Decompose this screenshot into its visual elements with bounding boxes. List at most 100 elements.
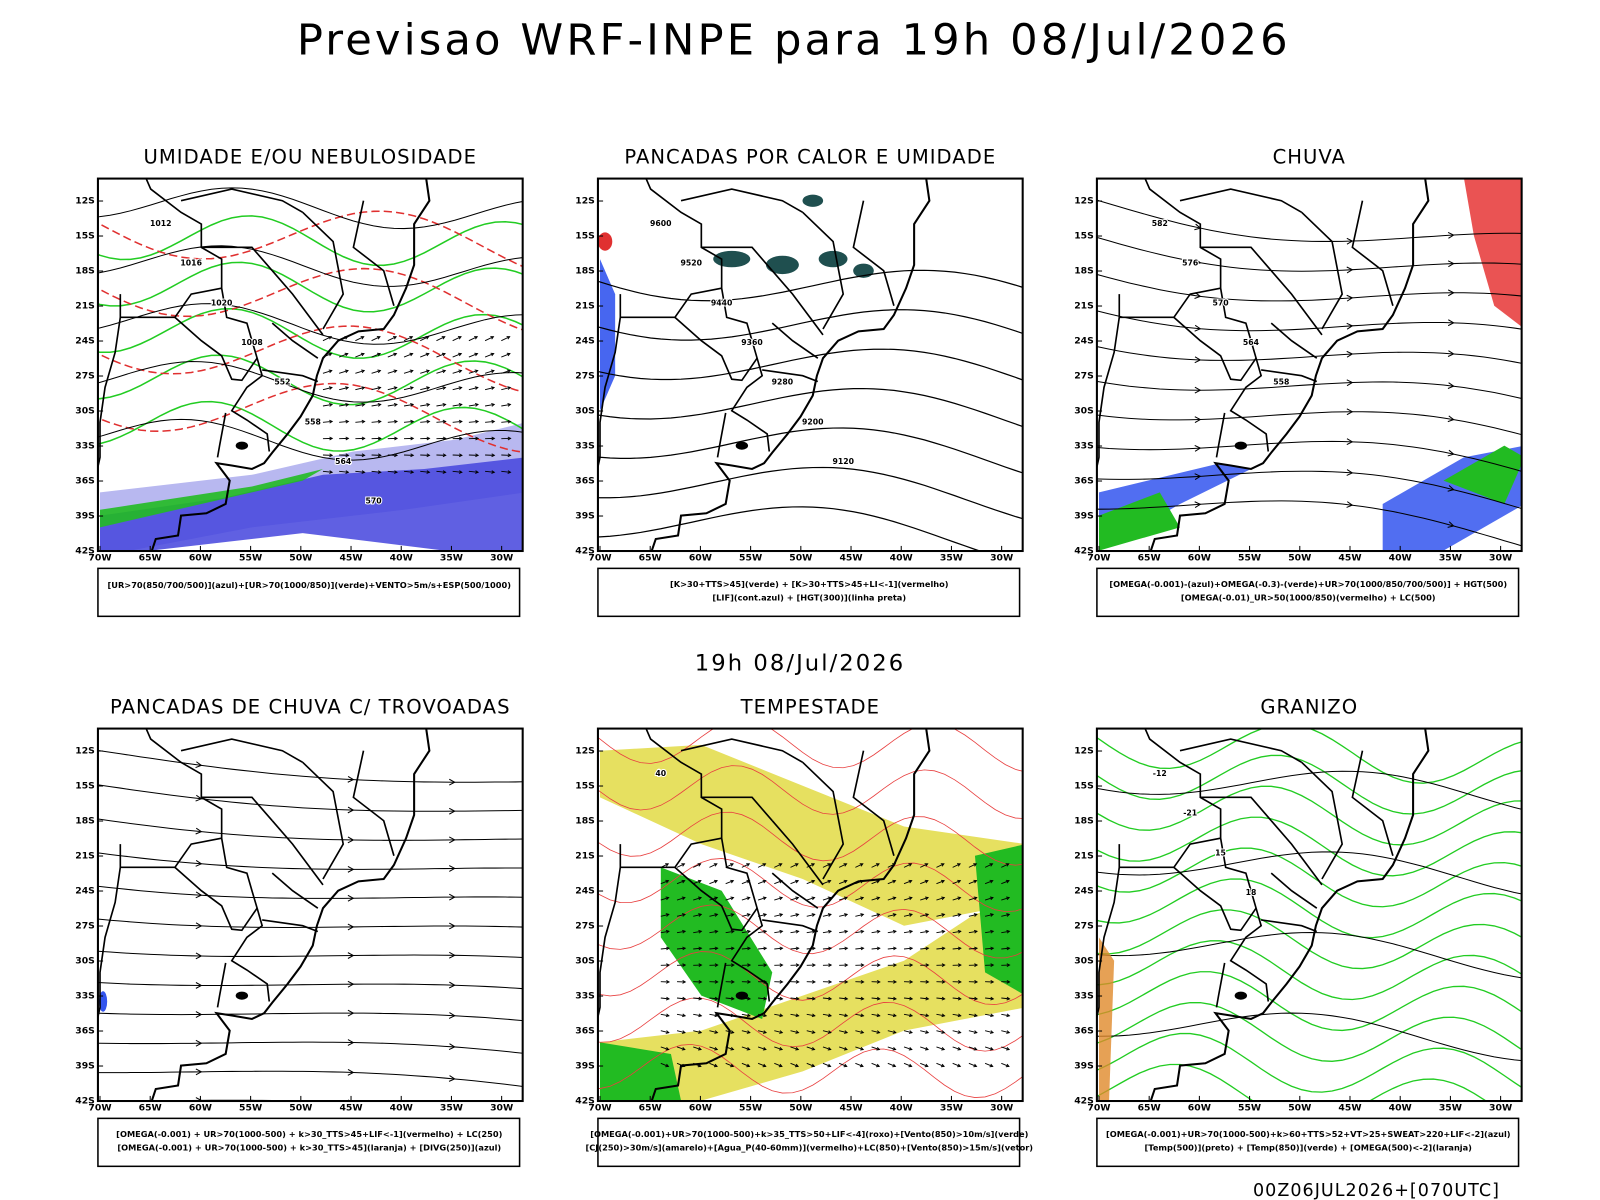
wind-vector	[952, 897, 961, 901]
wind-vector	[339, 470, 349, 473]
wind-vector	[339, 403, 349, 407]
wind-vector	[968, 1013, 978, 1017]
streamline	[97, 784, 523, 812]
wind-head	[876, 996, 881, 1001]
arrowhead	[1447, 449, 1455, 457]
contour-label: 1020	[211, 298, 233, 307]
legend-box	[97, 1117, 521, 1168]
map-panel: -12 -21 15 18 12S 15S 18S 21S 24S 27S 30S 33S 36S 39S…	[1074, 696, 1523, 1168]
wind-vector	[855, 997, 864, 1000]
map-content: 1012 1016 1020 1008 552 558 564 570	[97, 178, 523, 552]
wind-head	[713, 863, 718, 867]
border	[145, 178, 271, 452]
wind-vector	[806, 930, 815, 934]
border	[262, 369, 319, 383]
wind-vector	[887, 930, 897, 934]
wind-vector	[985, 947, 994, 950]
arrowhead	[1194, 258, 1202, 266]
arrowhead	[1346, 438, 1354, 446]
wind-head	[892, 1063, 897, 1068]
lat-tick-label: 36S	[75, 1026, 95, 1037]
wind-head	[393, 470, 398, 474]
wind-head	[442, 403, 447, 407]
wind-vector	[839, 913, 848, 917]
wind-head	[746, 1063, 751, 1068]
wind-head	[698, 1013, 703, 1018]
wind-head	[730, 963, 735, 968]
wind-vector	[660, 880, 669, 885]
border	[180, 738, 304, 764]
wind-vector	[741, 863, 750, 868]
streamline	[97, 885, 523, 899]
wind-vector	[436, 420, 446, 423]
border	[762, 369, 819, 383]
lon-tick-label: 55W	[739, 1103, 762, 1114]
lat-tick-label: 18S	[575, 816, 595, 827]
lon-tick-label: 55W	[239, 1103, 262, 1114]
wind-vector	[693, 897, 702, 901]
wind-vector	[709, 997, 718, 1000]
wind-vector	[871, 863, 880, 868]
wind-vector	[774, 913, 783, 917]
lat-tick-label: 36S	[75, 476, 95, 487]
wind-head	[714, 896, 719, 901]
wind-vector	[968, 1046, 977, 1050]
border	[1179, 188, 1303, 214]
map-content: 582 576 570 564 558	[1096, 178, 1522, 552]
wind-head	[924, 1063, 929, 1068]
wind-head	[844, 996, 849, 1001]
arrowhead	[1194, 324, 1202, 332]
wind-vector	[741, 1013, 751, 1017]
wind-vector	[371, 387, 381, 391]
wind-head	[795, 879, 800, 884]
wind-head	[697, 896, 703, 901]
lat-tick-label: 18S	[75, 816, 95, 827]
wind-head	[442, 419, 447, 424]
wind-head	[844, 980, 849, 984]
border	[201, 246, 273, 272]
shaded-area	[1098, 463, 1252, 551]
wind-vector	[790, 863, 799, 868]
wind-vector	[468, 470, 479, 473]
wind-vector	[436, 370, 446, 374]
wind-vector	[501, 470, 511, 473]
wind-head	[682, 929, 687, 934]
lon-tick-label: 40W	[1389, 1103, 1412, 1114]
border	[597, 294, 622, 471]
wind-head	[779, 946, 784, 951]
wind-head	[475, 470, 480, 474]
wind-vector	[887, 880, 896, 885]
wind-vector	[436, 470, 446, 473]
wind-head	[698, 929, 703, 934]
wind-vector	[355, 403, 365, 407]
lat-tick-label: 27S	[75, 921, 95, 932]
wind-head	[828, 980, 833, 984]
arrowhead	[1447, 350, 1455, 357]
map-content: 40	[597, 728, 1023, 1102]
wind-vector	[984, 863, 993, 868]
contour-line	[597, 348, 1023, 381]
wind-vector	[676, 913, 686, 917]
border	[1270, 820, 1323, 886]
streamline	[97, 749, 523, 783]
wind-vector	[757, 863, 766, 868]
wind-head	[441, 352, 446, 357]
lon-tick-label: 35W	[1439, 553, 1462, 564]
wind-head	[941, 1046, 946, 1051]
contour-line	[597, 506, 982, 552]
wind-head	[730, 929, 735, 934]
wind-vector	[693, 1013, 702, 1017]
contour-label: 576	[1182, 259, 1198, 268]
arrowhead	[1194, 473, 1202, 481]
subtitle: 19h 08/Jul/2026	[695, 651, 905, 677]
lon-tick-label: 30W	[990, 553, 1013, 564]
wind-head	[940, 879, 946, 884]
arrowhead	[347, 836, 355, 844]
wind-head	[665, 896, 670, 901]
wind-head	[762, 1063, 767, 1068]
wind-vector	[774, 1062, 783, 1067]
wind-vector	[790, 947, 799, 950]
wind-vector	[322, 387, 333, 391]
wind-vector	[952, 913, 961, 917]
wind-vector	[871, 930, 880, 934]
